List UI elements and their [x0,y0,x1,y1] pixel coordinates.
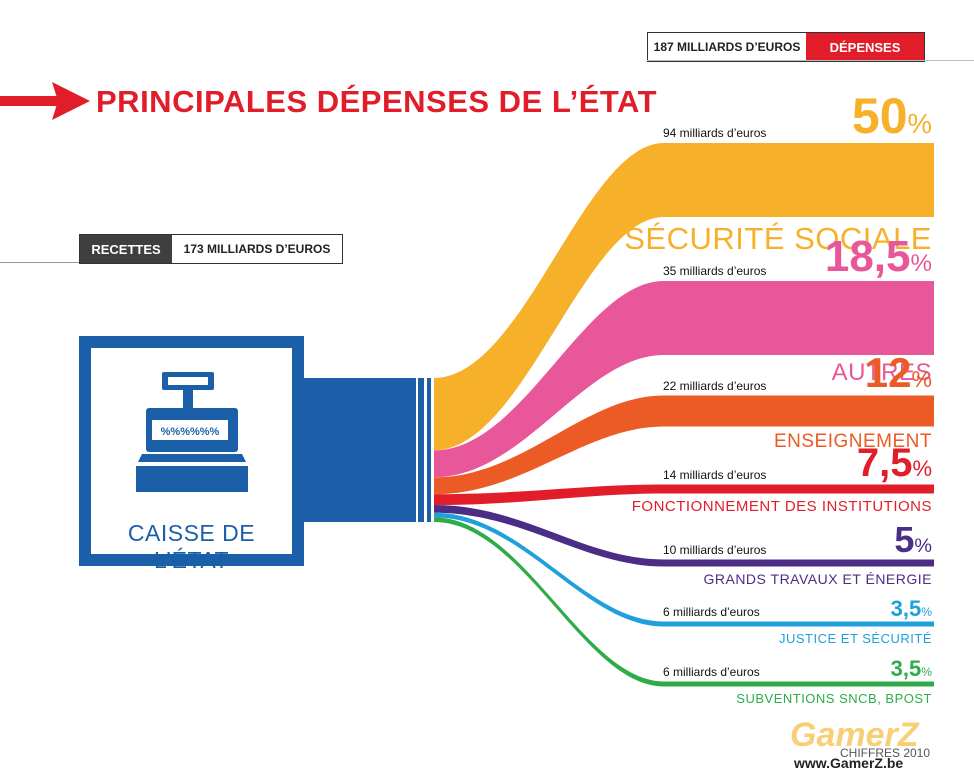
category-percent: 18,5% [824,232,932,281]
category-amount: 10 milliards d’euros [663,542,767,557]
category-amount: 14 milliards d’euros [663,467,767,482]
recettes-amount: 173 MILLIARDS D’EUROS [183,242,331,256]
category-percent: 12% [864,348,932,396]
category-label: AUTRES [831,359,932,386]
category-label: SUBVENTIONS SNCB, BPOST [736,690,932,706]
flow-5 [434,512,934,627]
category-amount: 22 milliards d’euros [663,378,767,393]
flow-6 [434,517,934,687]
caisse-label: CAISSE DE L’ÉTAT [127,520,256,573]
source-note: CHIFFRES 2010 [840,746,931,760]
depenses-label: DÉPENSES [806,33,924,61]
category-amount: 6 milliards d’euros [663,664,760,679]
flow-0 [434,143,934,451]
category-label: ENSEIGNEMENT [773,430,932,452]
category-percent: 3,5% [890,655,932,681]
category-percent: 3,5% [890,595,932,621]
recettes-box: RECETTES 173 MILLIARDS D’EUROS [79,234,343,264]
depenses-box: 187 MILLIARDS D’EUROS DÉPENSES [647,32,925,62]
category-label: FONCTIONNEMENT DES INSTITUTIONS [631,497,932,515]
category-label: JUSTICE ET SÉCURITÉ [778,630,932,646]
register-display: %%%%%% [161,426,220,438]
category-label: GRANDS TRAVAUX ET ÉNERGIE [703,570,932,587]
category-percent: 7,5% [856,440,932,485]
caisse-inner: %%%%%% CAISSE DE L’ÉTAT [91,348,292,573]
category-amount: 35 milliards d’euros [663,264,767,278]
flow-2 [434,395,934,495]
flow-1 [434,281,934,478]
category-amount: 6 milliards d’euros [663,604,760,619]
page-title: PRINCIPALES DÉPENSES DE L’ÉTAT [96,84,658,119]
depenses-amount: 187 MILLIARDS D’EUROS [653,40,801,54]
watermark-url: www.GamerZ.be [794,755,904,771]
flow-3 [434,484,934,506]
recettes-label: RECETTES [80,235,172,263]
category-percent: 5% [894,518,932,560]
trunk [300,378,416,522]
watermark-logo: GamerZ [790,716,919,754]
header-rule [647,60,974,61]
category-percent: 50% [851,88,932,144]
trunk-stripe [427,378,431,522]
flow-4 [434,505,934,567]
category-amount: 94 milliards d’euros [663,126,767,140]
cash-register-icon: %%%%%% [136,372,248,492]
category-label: SÉCURITÉ SOCIALE [624,221,932,256]
trunk-stripe [418,378,424,522]
arrow-icon [0,82,90,120]
caisse-box: %%%%%% CAISSE DE L’ÉTAT [79,336,304,573]
